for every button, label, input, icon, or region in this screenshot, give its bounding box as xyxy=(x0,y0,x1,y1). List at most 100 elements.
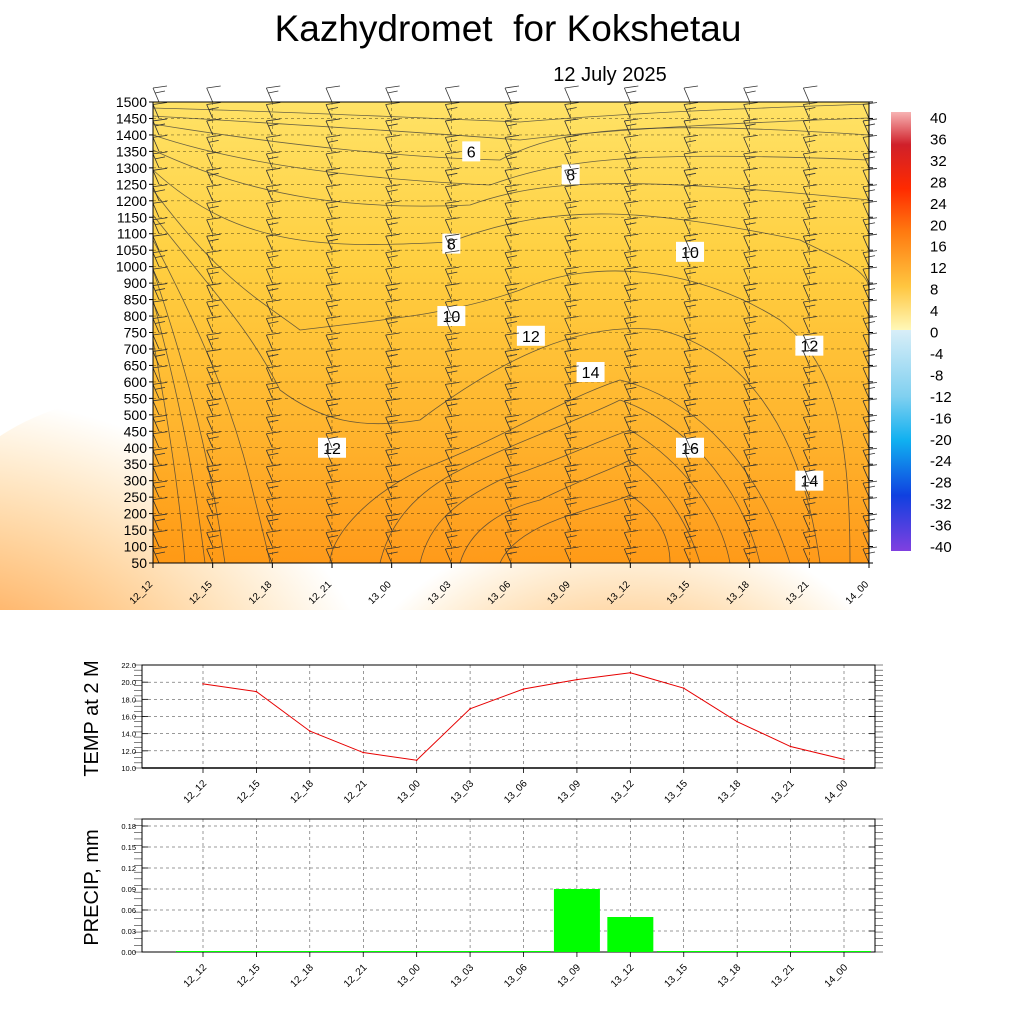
wind-barb-flag xyxy=(266,283,281,286)
wind-barb-flag xyxy=(743,167,758,171)
wind-barb-staff xyxy=(325,499,333,514)
wind-barb-staff xyxy=(564,301,572,317)
wind-barb xyxy=(802,233,818,251)
wind-barb xyxy=(802,316,818,333)
wind-barb-flag xyxy=(154,452,166,456)
wind-barb xyxy=(743,217,758,234)
wind-barb-flag xyxy=(624,497,639,501)
wind-barb xyxy=(802,217,818,234)
wind-barb-staff xyxy=(862,170,870,185)
precip-x-tick-label: 13_15 xyxy=(662,962,690,990)
temp-y-tick-label: 10.0 xyxy=(121,764,136,773)
wind-barb xyxy=(743,365,758,383)
wind-barb xyxy=(265,431,281,448)
wind-barb-flag xyxy=(743,299,758,303)
wind-barb xyxy=(504,85,520,103)
wind-barb xyxy=(743,513,758,531)
wind-barb xyxy=(564,299,579,317)
wind-barb-flag xyxy=(268,419,279,423)
wind-barb-staff xyxy=(802,120,810,136)
wind-barb xyxy=(206,217,221,234)
y-tick-label: 650 xyxy=(124,357,148,373)
wind-barb-flag xyxy=(683,497,699,501)
wind-barb-staff xyxy=(683,367,691,383)
wind-barb-staff xyxy=(862,417,870,432)
wind-barb-flag xyxy=(685,370,697,374)
colorbar-label: 40 xyxy=(930,110,947,127)
wind-barb-staff xyxy=(265,87,273,103)
wind-barb-staff xyxy=(743,285,751,300)
wind-barb xyxy=(265,332,281,350)
wind-barb-flag xyxy=(624,381,639,385)
wind-barb-flag xyxy=(743,266,758,270)
wind-barb-flag xyxy=(864,189,876,193)
wind-barb-flag xyxy=(327,403,339,407)
contour-label: 14 xyxy=(576,362,605,383)
wind-barb-flag xyxy=(327,304,339,308)
wind-barb-flag xyxy=(624,530,639,533)
temp-y-tick-label: 18.0 xyxy=(121,695,136,704)
wind-barb xyxy=(802,546,818,564)
wind-barb-flag xyxy=(325,414,341,418)
wind-barb-flag xyxy=(266,184,281,188)
wind-barb-flag xyxy=(327,436,339,440)
colorbar-label: 24 xyxy=(930,196,947,213)
wind-barb xyxy=(325,431,341,448)
wind-barb-flag xyxy=(327,337,339,341)
wind-barb-flag xyxy=(685,304,697,308)
wind-barb xyxy=(683,447,699,465)
wind-barb-staff xyxy=(206,236,214,251)
wind-barb xyxy=(385,497,400,514)
wind-barb-flag xyxy=(152,398,168,402)
wind-barb-flag xyxy=(266,513,281,517)
wind-barb xyxy=(385,299,400,317)
wind-barb-flag xyxy=(566,370,577,374)
wind-barb-staff xyxy=(206,417,214,432)
precip-x-tick-label: 14_00 xyxy=(823,962,851,990)
wind-barb-flag xyxy=(268,386,279,390)
wind-barb-flag xyxy=(805,205,816,209)
wind-barb-flag xyxy=(506,123,518,127)
wind-barb xyxy=(683,184,699,201)
wind-barb xyxy=(683,365,699,383)
wind-barb-staff xyxy=(683,203,691,218)
wind-barb-staff xyxy=(385,548,393,564)
wind-barb-flag xyxy=(745,156,756,160)
wind-barb-staff xyxy=(206,466,214,481)
wind-barb xyxy=(206,480,221,498)
wind-barb-flag xyxy=(624,167,639,171)
wind-barb-staff xyxy=(743,301,751,317)
wind-barb-staff xyxy=(504,351,512,366)
wind-barb-staff xyxy=(862,499,870,514)
wind-barb-staff xyxy=(152,301,160,317)
wind-barb-flag xyxy=(862,431,878,435)
wind-barb-staff xyxy=(862,268,870,284)
wind-barb xyxy=(743,134,758,152)
wind-barb xyxy=(623,283,639,300)
wind-barb-staff xyxy=(265,367,273,383)
temp-x-tick-label: 13_00 xyxy=(395,778,423,806)
wind-barb xyxy=(743,184,758,201)
precip-x-tick-label: 12_12 xyxy=(182,962,210,990)
temperature-point xyxy=(415,759,418,762)
wind-barb-staff xyxy=(206,285,214,300)
wind-barb-flag xyxy=(385,414,400,418)
wind-barb-staff xyxy=(862,367,870,383)
wind-barb-staff xyxy=(206,104,214,119)
wind-barb xyxy=(206,464,221,481)
wind-barb-flag xyxy=(685,436,697,440)
wind-barb-flag xyxy=(626,288,637,291)
wind-barb-staff xyxy=(683,153,691,169)
wind-barb-flag xyxy=(445,167,460,171)
wind-barb-flag xyxy=(208,304,219,308)
wind-barb-flag xyxy=(268,452,279,456)
wind-barb-flag xyxy=(743,497,758,501)
wind-barb-staff xyxy=(504,120,512,136)
wind-barb-flag xyxy=(385,266,400,270)
wind-barb xyxy=(683,398,699,415)
wind-barb-staff xyxy=(802,482,810,498)
wind-barb-flag xyxy=(325,118,341,122)
wind-barb xyxy=(325,217,341,234)
colorbar-label: -36 xyxy=(930,518,952,535)
wind-barb-flag xyxy=(566,436,577,440)
